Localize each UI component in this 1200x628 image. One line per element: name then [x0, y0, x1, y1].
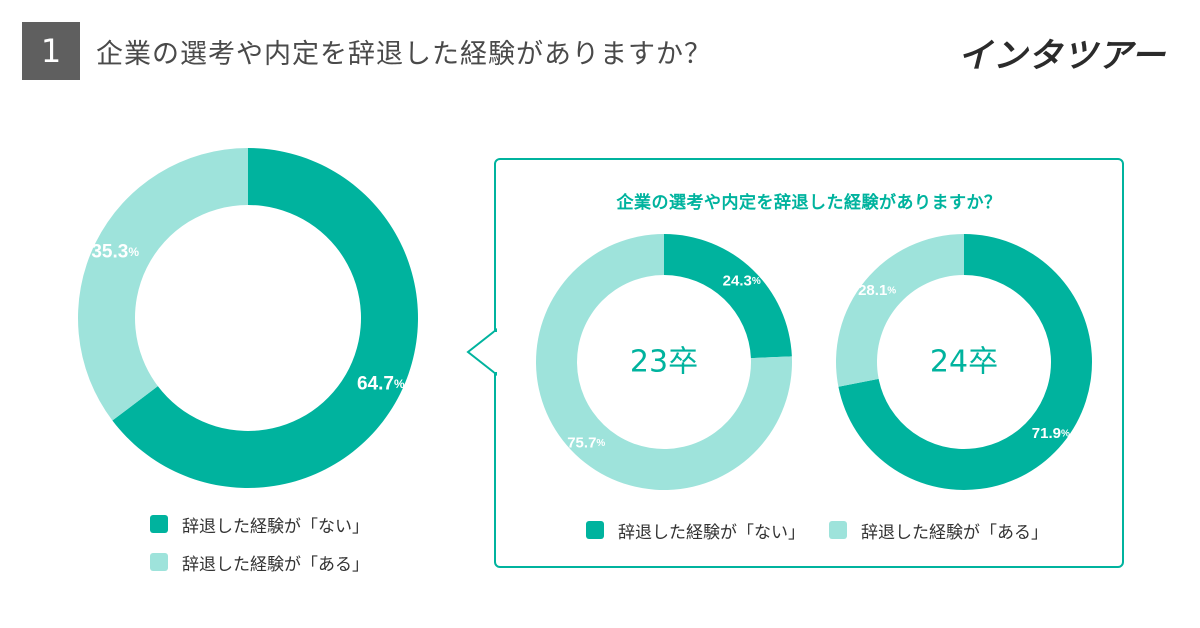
legend-swatch-yes [150, 553, 168, 571]
slice-yes [77, 148, 248, 421]
callout-title: 企業の選考や内定を辞退した経験がありますか？ [616, 193, 1002, 213]
slice-label-no: 71.9% [1032, 425, 1070, 442]
legend-item-no: 辞退した経験が「ない」 [150, 514, 369, 537]
legend-label-yes: 辞退した経験が「ある」 [861, 522, 1048, 543]
page-title: 企業の選考や内定を辞退した経験がありますか？ [96, 39, 712, 70]
slice-yes [836, 234, 964, 387]
callout-pointer [466, 327, 497, 377]
legend-overall: 辞退した経験が「ない」 辞退した経験が「ある」 [150, 514, 369, 575]
legend-item-yes: 辞退した経験が「ある」 [829, 520, 1048, 543]
donut-chart-overall: 64.7% 35.3% [77, 148, 419, 488]
slice-label-yes: 75.7% [567, 435, 605, 452]
brand-logo: インタツアー [958, 36, 1166, 76]
donut-chart-23: 24.3% 75.7% 23卒 [535, 234, 792, 490]
slice-label-no: 24.3% [723, 272, 761, 289]
slice-label-no: 64.7% [357, 374, 405, 395]
legend-swatch-yes [829, 521, 847, 539]
slice-label-yes: 35.3% [91, 241, 139, 262]
callout-box: 企業の選考や内定を辞退した経験がありますか？ [494, 158, 1124, 568]
slice-label-yes: 28.1% [858, 282, 896, 299]
slice-no [112, 148, 419, 488]
legend-swatch-no [586, 521, 604, 539]
donut-center-label: 23卒 [630, 345, 698, 380]
donut-center-label: 24卒 [930, 345, 998, 380]
legend-item-no: 辞退した経験が「ない」 [586, 520, 805, 543]
slice-yes [535, 234, 792, 490]
legend-swatch-no [150, 515, 168, 533]
question-number-badge: 1 [22, 22, 80, 80]
legend-callout: 辞退した経験が「ない」 辞退した経験が「ある」 [586, 520, 1048, 543]
donut-chart-24: 71.9% 28.1% 24卒 [836, 234, 1092, 491]
legend-label-no: 辞退した経験が「ない」 [618, 522, 805, 543]
legend-item-yes: 辞退した経験が「ある」 [150, 552, 369, 575]
slice-no [838, 234, 1092, 491]
slice-no [664, 234, 792, 359]
legend-label-no: 辞退した経験が「ない」 [182, 516, 369, 537]
legend-label-yes: 辞退した経験が「ある」 [182, 554, 369, 575]
